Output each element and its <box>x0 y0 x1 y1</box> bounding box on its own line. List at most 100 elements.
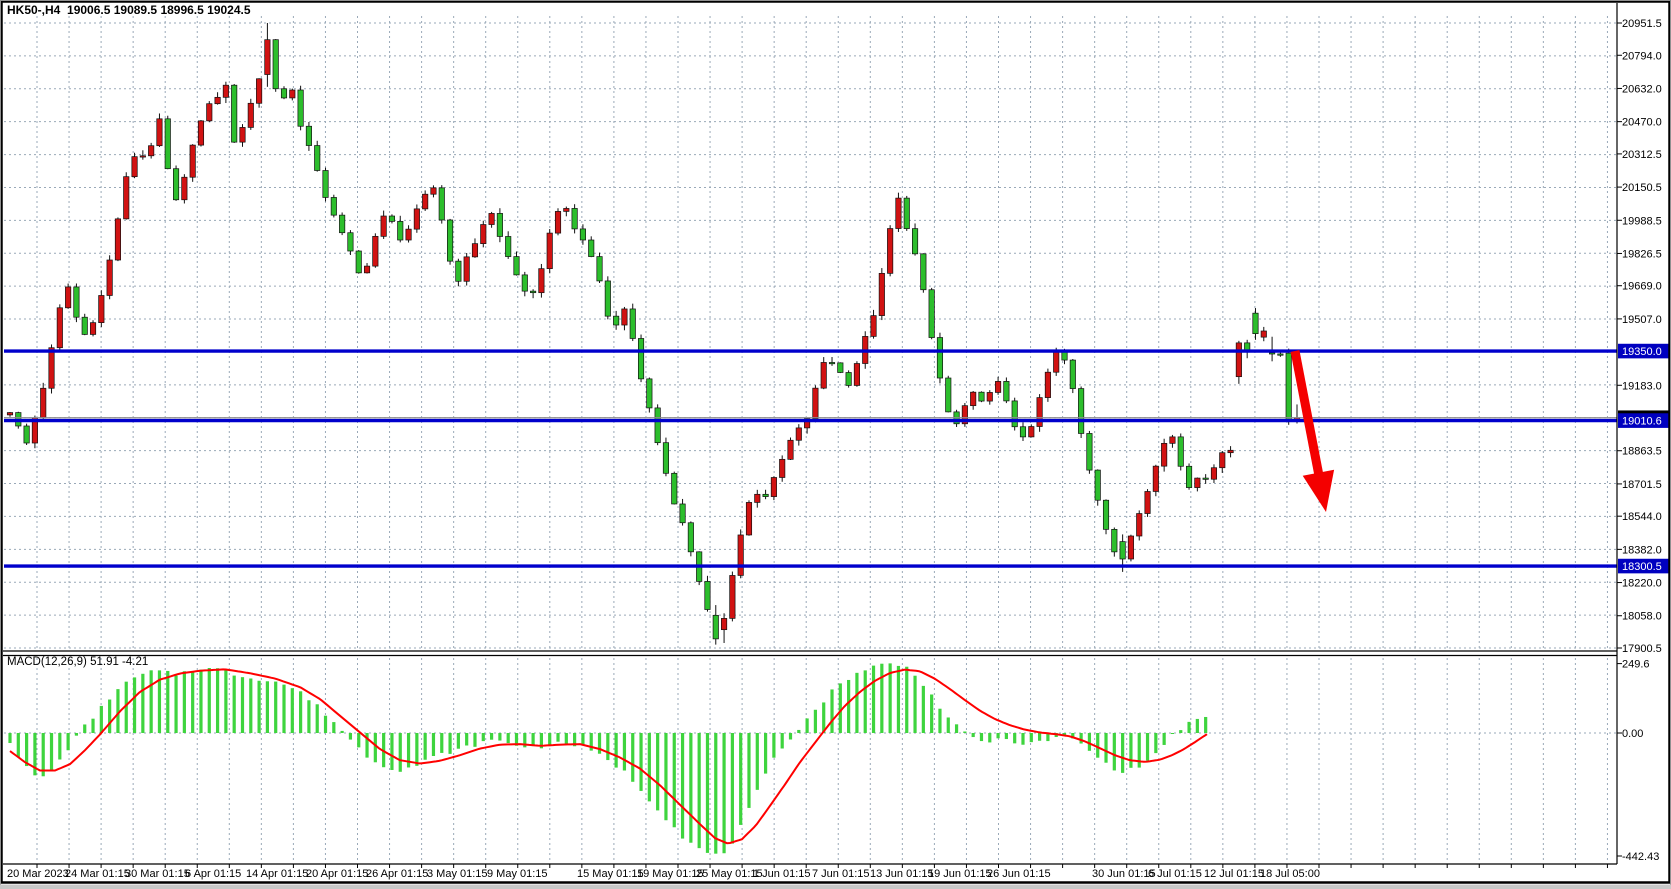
bullish-candle-body <box>222 84 229 98</box>
bullish-candle-body <box>139 155 146 158</box>
macd-histogram-bar <box>498 732 502 741</box>
macd-histogram-bar <box>788 732 793 740</box>
bullish-candle-body <box>1028 426 1035 438</box>
bearish-candle-body <box>671 472 678 505</box>
bearish-candle-body <box>903 197 910 229</box>
macd-histogram-bar <box>141 673 145 733</box>
bullish-candle-body <box>770 477 777 497</box>
bullish-candle-body <box>1136 513 1143 537</box>
time-axis-label: 25 May 01:15 <box>696 868 763 880</box>
time-axis-label: 13 Jun 01:15 <box>870 868 934 880</box>
macd-histogram-bar <box>863 670 867 733</box>
macd-histogram-bar <box>747 732 751 808</box>
macd-histogram-bar <box>855 672 859 733</box>
macd-histogram-bar <box>282 684 286 733</box>
macd-histogram-bar <box>697 732 701 849</box>
macd-histogram-bar <box>730 732 734 844</box>
macd-histogram-bar <box>905 666 909 733</box>
bullish-candle-body <box>538 268 545 294</box>
bearish-candle-body <box>1186 465 1193 488</box>
macd-histogram-bar <box>896 665 901 733</box>
symbol-period-ohlc-title: HK50-,H4 19006.5 19089.5 18996.5 19024.5 <box>7 3 251 17</box>
bullish-candle-body <box>106 259 113 296</box>
bullish-candle-body <box>40 387 47 419</box>
macd-histogram-bar <box>174 675 178 733</box>
bullish-candle-body <box>621 308 628 326</box>
bearish-candle-body <box>588 239 595 257</box>
bullish-candle-body <box>995 381 1002 393</box>
macd-histogram-bar <box>631 732 635 782</box>
macd-histogram-bar <box>780 732 784 749</box>
macd-histogram-bar <box>315 704 319 733</box>
bearish-candle-body <box>1086 433 1093 471</box>
time-axis-label: 14 Apr 01:15 <box>246 868 308 880</box>
macd-histogram-bar <box>656 732 660 811</box>
macd-histogram-bar <box>74 732 79 736</box>
bullish-candle-body <box>870 315 877 337</box>
macd-histogram-bar <box>473 732 477 747</box>
macd-axis-label: -442.43 <box>1622 851 1659 863</box>
macd-histogram-bar <box>1071 732 1075 739</box>
macd-histogram-bar <box>66 732 70 751</box>
macd-histogram-bar <box>307 700 311 733</box>
macd-histogram-bar <box>847 679 851 733</box>
bearish-candle-body <box>272 39 279 90</box>
bearish-candle-body <box>305 125 312 146</box>
bearish-candle-body <box>604 280 611 317</box>
macd-histogram-bar <box>556 732 560 742</box>
bearish-candle-body <box>1252 312 1259 335</box>
macd-histogram-bar <box>938 708 942 733</box>
bullish-candle-body <box>89 322 97 335</box>
macd-axis[interactable]: 249.6 0.00 -442.43 <box>1617 659 1659 863</box>
bearish-candle-body <box>613 315 620 326</box>
macd-histogram-bar <box>531 732 535 747</box>
macd-histogram-bar <box>888 663 892 733</box>
macd-histogram-bar <box>680 732 685 839</box>
macd-histogram-bar <box>440 732 444 753</box>
bullish-candle-body <box>48 347 55 389</box>
macd-histogram-bar <box>207 668 211 733</box>
macd-histogram-bar <box>456 732 460 749</box>
bearish-candle-body <box>1119 541 1126 560</box>
bullish-candle-body <box>413 208 420 230</box>
time-axis-label: 9 May 01:15 <box>487 868 548 880</box>
macd-histogram-bar <box>348 732 353 740</box>
macd-histogram-bar <box>996 732 1000 739</box>
macd-histogram-bar <box>672 732 676 828</box>
macd-histogram-bar <box>299 691 303 733</box>
bullish-candle-body <box>986 392 993 402</box>
price-axis-label: 19669.0 <box>1622 281 1662 293</box>
macd-histogram-bar <box>481 732 485 742</box>
bearish-arrow-annotation[interactable] <box>1290 350 1335 512</box>
bullish-candle-body <box>1227 449 1234 454</box>
macd-histogram-bar <box>49 732 54 772</box>
bullish-candle-body <box>471 243 479 258</box>
bullish-candle-body <box>563 208 570 212</box>
macd-histogram-bar <box>99 705 103 733</box>
bearish-candle-body <box>1285 352 1292 420</box>
time-axis-label: 12 Jul 01:15 <box>1204 868 1264 880</box>
bearish-candle-body <box>762 493 769 497</box>
bearish-candle-body <box>662 442 670 474</box>
macd-histogram-bar <box>191 671 195 733</box>
macd-histogram-bar <box>822 702 826 733</box>
macd-histogram-bar <box>415 732 419 766</box>
bullish-candle-body <box>488 213 495 225</box>
arrow-shaft <box>1290 350 1324 480</box>
bearish-candle-body <box>1111 528 1118 553</box>
price-axis[interactable]: 20951.5 20794.0 20632.0 20470.0 20312.5 20150… <box>1617 18 1662 655</box>
macd-histogram-bar <box>33 732 37 776</box>
macd-histogram-bar <box>215 668 220 733</box>
grid-lines <box>4 16 1616 863</box>
macd-axis-label: 249.6 <box>1622 659 1650 671</box>
bullish-candle-body <box>463 256 470 282</box>
bullish-candle-body <box>878 272 885 316</box>
macd-histogram-bar <box>398 732 402 772</box>
bullish-candle-body <box>970 391 977 407</box>
macd-histogram-bar <box>1145 732 1150 761</box>
macd-histogram-bar <box>357 732 361 748</box>
bullish-candle-body <box>1194 477 1201 488</box>
bullish-candle-body <box>1161 442 1168 467</box>
